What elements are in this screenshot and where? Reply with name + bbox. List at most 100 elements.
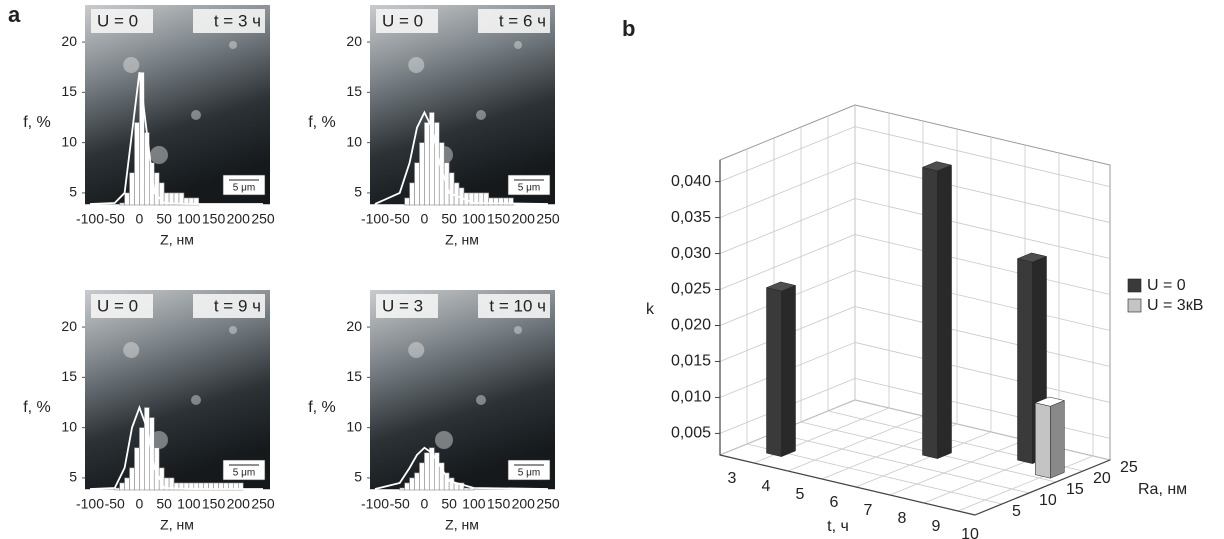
bar-top (1034, 396, 1066, 407)
legend-swatch (1127, 278, 1142, 293)
hist-bar (448, 477, 455, 491)
x-tick-label: 100 (462, 496, 486, 512)
grid-line (854, 270, 1111, 331)
z-tick-label: 15 (1066, 481, 1084, 498)
afm-speck (191, 110, 201, 120)
grid-line (854, 162, 1111, 223)
bar-front (922, 166, 938, 459)
grid-line (889, 439, 1026, 496)
afm-speck (514, 326, 522, 334)
label-box (193, 294, 265, 318)
afm-speck (150, 146, 168, 164)
y-axis-label: f, % (23, 399, 51, 416)
afm-speck (229, 41, 237, 49)
u-label: U = 0 (382, 11, 423, 30)
x-tick-label: 50 (156, 211, 172, 227)
afm-speck (514, 41, 522, 49)
grid-line (719, 126, 856, 182)
u-label: U = 3 (382, 296, 423, 315)
x-tick-label: 200 (227, 496, 251, 512)
grid-line (854, 198, 1111, 259)
bar-front (1035, 402, 1051, 479)
afm-speck (408, 342, 425, 358)
grid-line (719, 162, 856, 218)
bar-top (765, 281, 797, 292)
afm-image (85, 290, 270, 490)
x-tick-label: 150 (487, 211, 511, 227)
grid-line (773, 432, 1030, 494)
hist-bar (129, 467, 135, 491)
afm-speck (229, 326, 237, 334)
fit-curve (89, 72, 263, 205)
x-tick-label: 4 (762, 478, 771, 495)
y-tick-label: 15 (346, 368, 362, 384)
x-tick-label: 50 (441, 211, 457, 227)
x-tick-label: 250 (251, 496, 275, 512)
afm-image (370, 5, 555, 205)
x-axis-label: Z, нм (160, 517, 194, 533)
hist-bar (139, 427, 145, 491)
hist-bar (404, 482, 410, 491)
x-tick-label: 9 (932, 518, 941, 535)
grid-line (854, 342, 1111, 403)
hist-bar (419, 462, 425, 491)
x-tick-label: 0 (136, 211, 144, 227)
x-tick-label: -100 (361, 211, 389, 227)
afm-speck (123, 57, 140, 73)
scale-label: 5 μm (233, 468, 255, 479)
bar-top (1016, 252, 1048, 263)
hist-bar (414, 472, 420, 491)
y-tick-label: 20 (346, 318, 362, 334)
x-axis-label: Z, нм (445, 232, 479, 248)
x-tick-label: -50 (105, 211, 125, 227)
hist-bar (153, 172, 160, 206)
scale-label: 5 μm (233, 183, 255, 194)
x-tick-label: 50 (441, 496, 457, 512)
grid-line (854, 234, 1111, 295)
z-tick-label: 20 (1093, 470, 1111, 487)
y-tick-label: 5 (69, 184, 77, 200)
t-label: t = 9 ч (214, 296, 261, 315)
x-tick-label: 0 (421, 211, 429, 227)
bar-front (1017, 258, 1033, 464)
hist-bar (134, 122, 140, 206)
y-tick-label: 5 (354, 469, 362, 485)
y-tick-label: 0,025 (671, 281, 711, 298)
hist-bar (129, 172, 135, 206)
y-tick-label: 0,040 (671, 173, 711, 190)
hist-bar (463, 487, 470, 491)
y-tick-label: 20 (61, 318, 77, 334)
x-tick-label: 6 (830, 494, 839, 511)
scale-label: 5 μm (518, 468, 540, 479)
hist-bar (193, 197, 200, 206)
hist-bar (399, 487, 405, 491)
hist-bar (119, 482, 125, 491)
label-box (478, 294, 550, 318)
t-label: t = 6 ч (499, 11, 546, 30)
x-tick-label: 150 (202, 496, 226, 512)
x-axis (719, 454, 976, 516)
y-tick-label: 0,015 (671, 353, 711, 370)
hist-bar (124, 192, 130, 206)
hist-bar (424, 452, 430, 491)
fit-curve (374, 110, 549, 205)
y-tick-label: 15 (61, 368, 77, 384)
x-tick-label: 250 (536, 496, 560, 512)
y-tick-label: 0,030 (671, 245, 711, 262)
y-axis-label: f, % (308, 114, 336, 131)
grid-line (746, 443, 1003, 505)
x-tick-label: 50 (156, 496, 172, 512)
hist-bar (458, 482, 465, 491)
u-label: U = 0 (97, 11, 138, 30)
x-tick-label: -50 (390, 211, 410, 227)
grid-line (855, 431, 992, 488)
hist-bar (508, 197, 514, 206)
hist-bar (414, 162, 420, 206)
fit-curve (89, 404, 263, 490)
hist-bar (419, 142, 425, 206)
y-tick-label: 20 (346, 33, 362, 49)
afm-image (370, 290, 555, 490)
t-label: t = 10 ч (489, 296, 546, 315)
u-label: U = 0 (97, 296, 138, 315)
